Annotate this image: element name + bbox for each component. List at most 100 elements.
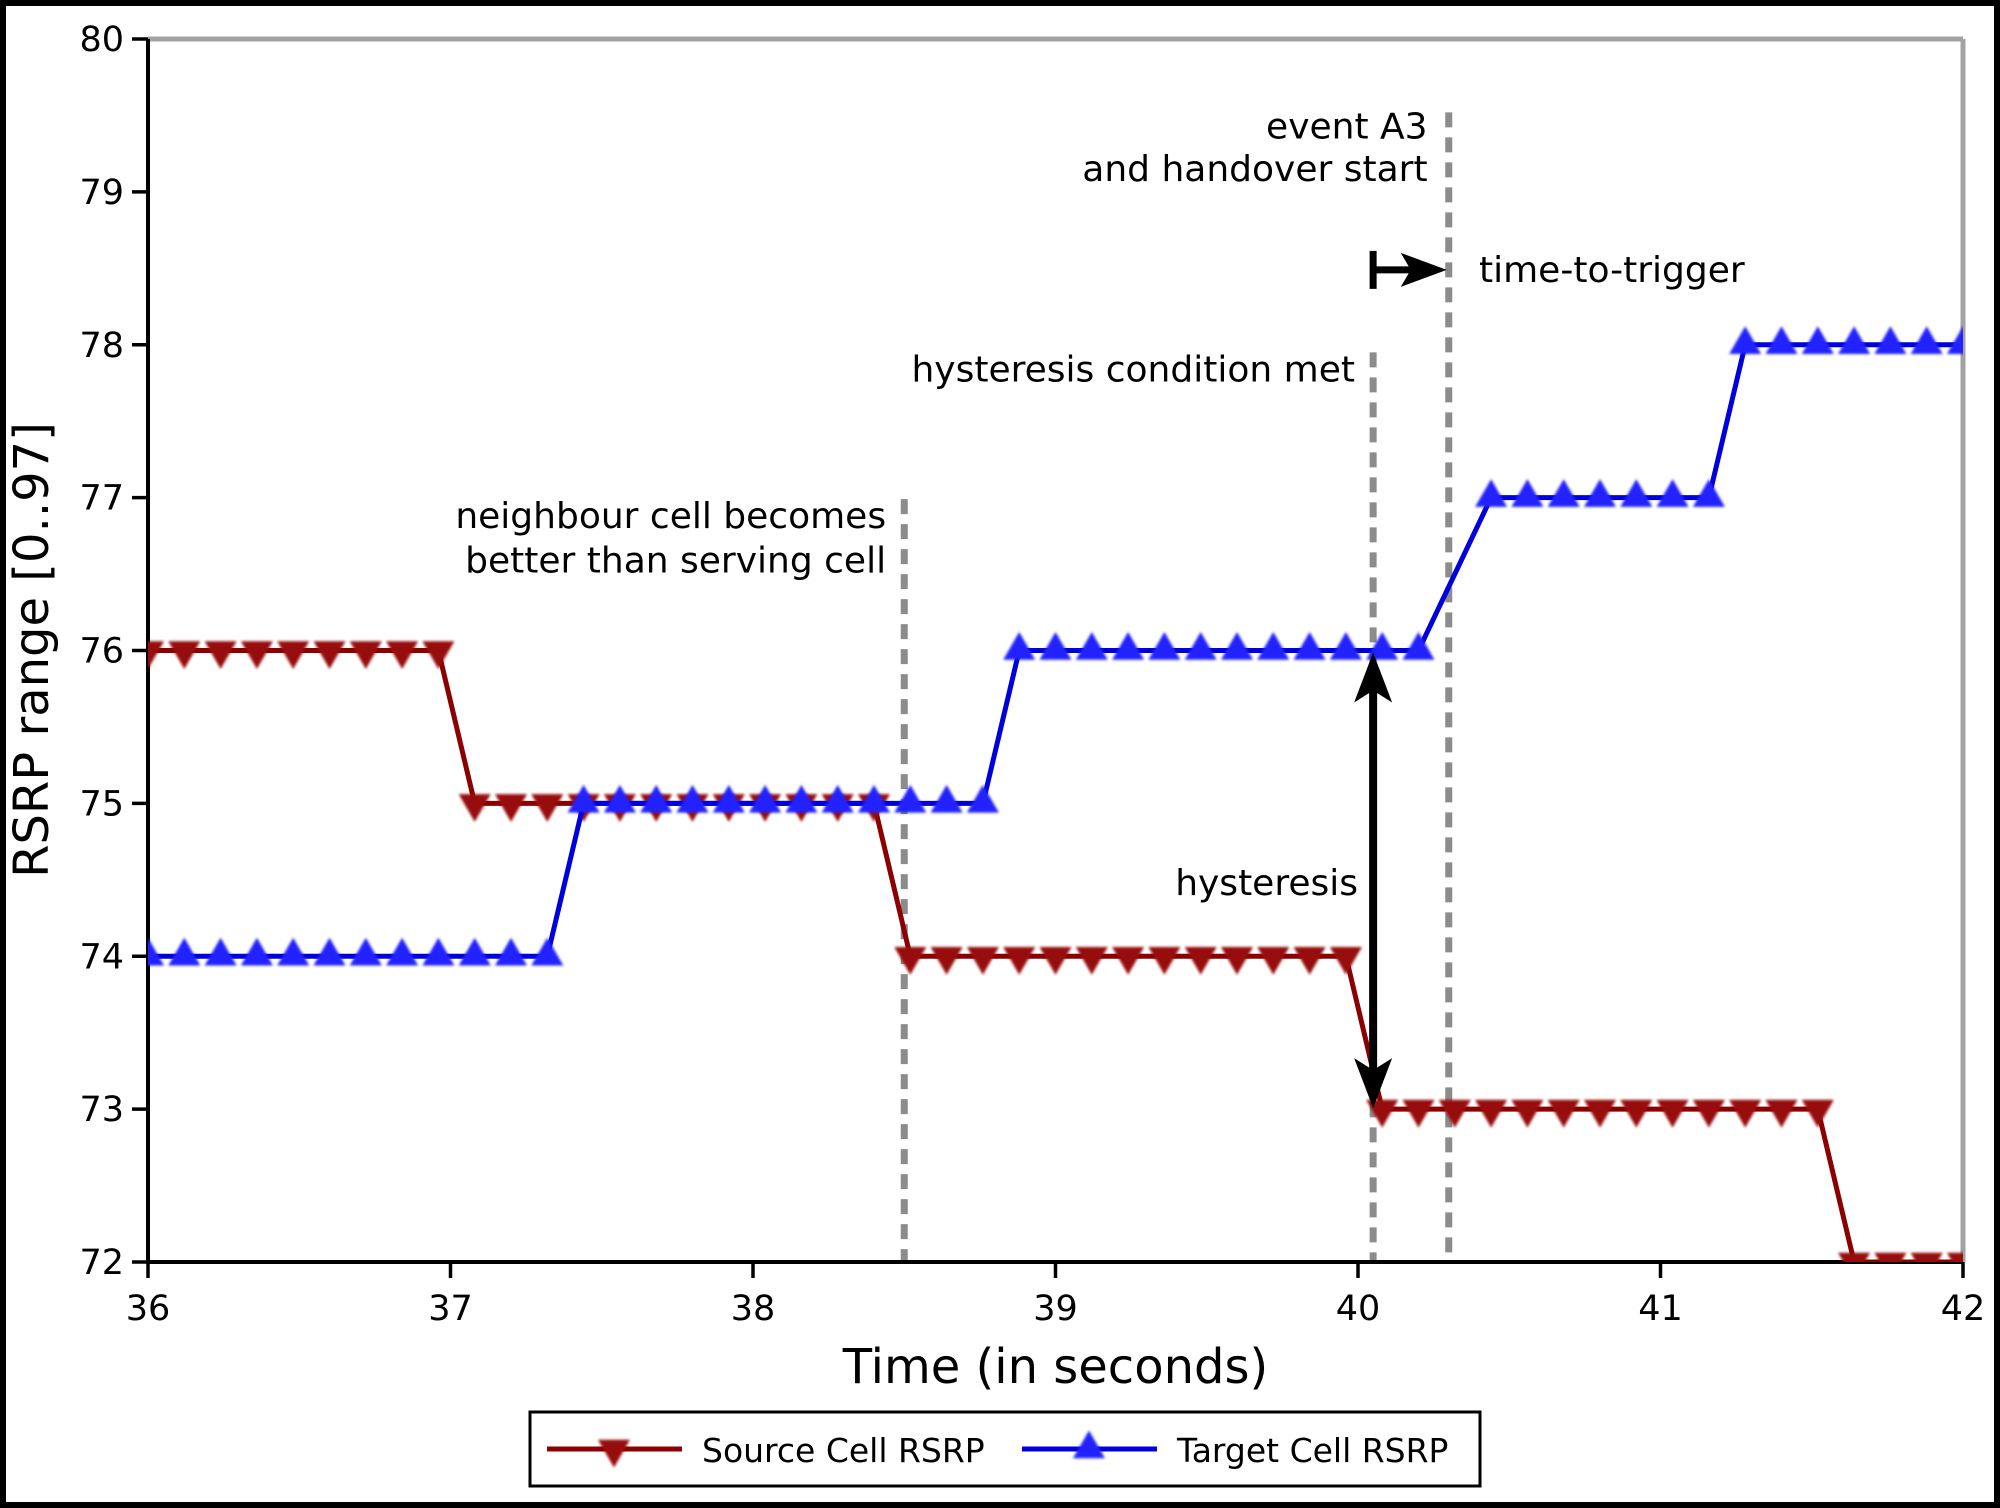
hysteresis-note-line1: hysteresis: [1175, 863, 1358, 904]
triangle-up-marker: [894, 784, 927, 813]
triangle-up-marker: [240, 937, 273, 966]
event-a3-note-line2: and handover start: [1082, 149, 1427, 190]
x-tick-label-38: 38: [731, 1289, 776, 1329]
triangle-up-marker: [1511, 479, 1544, 507]
triangle-down-marker: [1148, 947, 1181, 975]
triangle-up-marker: [676, 784, 709, 813]
triangle-up-marker: [168, 937, 201, 966]
triangle-up-marker: [313, 937, 346, 966]
triangle-up-marker: [1801, 326, 1834, 354]
legend: Source Cell RSRP Target Cell RSRP: [528, 1410, 1482, 1488]
legend-sample-marker: [1073, 1430, 1105, 1459]
triangle-up-marker: [148, 937, 164, 966]
triangle-down-marker: [1947, 1252, 1963, 1262]
triangle-up-marker: [277, 937, 310, 966]
triangle-down-marker: [1475, 1099, 1508, 1128]
triangle-up-marker: [1947, 326, 1963, 354]
x-tick-label-42: 42: [1941, 1289, 1986, 1329]
triangle-down-marker: [1003, 947, 1036, 975]
y-tick-label-73: 73: [79, 1090, 124, 1130]
triangle-down-marker: [1039, 947, 1072, 975]
y-axis: 72 73 74 75 76 77 78 79 80 RSRP range [0..97]: [4, 20, 148, 1283]
x-tick-label-39: 39: [1033, 1289, 1078, 1329]
triangle-down-marker: [1729, 1099, 1762, 1128]
neighbour-note-line1: neighbour cell becomes: [455, 496, 886, 537]
y-tick-label-74: 74: [79, 937, 124, 977]
triangle-up-marker: [1547, 479, 1580, 507]
triangle-down-marker: [1874, 1252, 1907, 1262]
triangle-down-marker: [1293, 947, 1326, 975]
triangle-down-marker: [1402, 1099, 1435, 1128]
triangle-up-marker: [785, 784, 818, 813]
y-tick-label-72: 72: [79, 1243, 124, 1283]
triangle-down-marker: [1257, 947, 1290, 975]
triangle-up-marker: [1656, 479, 1689, 507]
triangle-up-marker: [1112, 632, 1145, 660]
y-tick-label-76: 76: [79, 632, 124, 672]
triangle-down-marker: [313, 641, 346, 669]
triangle-down-marker: [148, 641, 164, 669]
y-tick-label-80: 80: [79, 20, 124, 60]
y-tick-label-77: 77: [79, 479, 124, 519]
triangle-down-marker: [966, 947, 999, 975]
triangle-down-marker: [1910, 1252, 1943, 1262]
triangle-down-marker: [1547, 1099, 1580, 1128]
triangle-up-marker: [1729, 326, 1762, 354]
triangle-up-marker: [1874, 326, 1907, 354]
hysteresis-arrow: [1354, 652, 1393, 1109]
triangle-up-marker: [1402, 632, 1435, 660]
x-tick-label-37: 37: [428, 1289, 473, 1329]
triangle-up-marker: [204, 937, 237, 966]
x-tick-label-41: 41: [1638, 1289, 1683, 1329]
triangle-down-marker: [1511, 1099, 1544, 1128]
x-axis-label: Time (in seconds): [842, 1339, 1268, 1395]
triangle-up-marker: [1910, 326, 1943, 354]
target-series: [148, 326, 1963, 966]
triangle-up-marker: [858, 784, 890, 813]
legend-sample-marker: [598, 1439, 630, 1468]
triangle-down-marker: [1184, 947, 1217, 975]
triangle-up-marker: [386, 937, 419, 966]
triangle-down-marker: [168, 641, 201, 669]
triangle-down-marker: [1838, 1252, 1871, 1262]
arrowhead-right: [1400, 252, 1447, 287]
legend-item-target: Target Cell RSRP: [1022, 1430, 1448, 1470]
triangle-down-marker: [1801, 1099, 1834, 1128]
time-to-trigger-arrow: [1369, 250, 1447, 289]
triangle-up-marker: [1475, 479, 1508, 507]
triangle-up-marker: [1584, 479, 1616, 507]
triangle-up-marker: [749, 784, 782, 813]
triangle-up-marker: [531, 937, 564, 966]
triangle-up-marker: [422, 937, 455, 966]
triangle-down-marker: [1366, 1099, 1399, 1128]
triangle-down-marker: [598, 1439, 630, 1468]
triangle-down-marker: [1112, 947, 1145, 975]
triangle-down-marker: [1620, 1099, 1653, 1128]
triangle-down-marker: [386, 641, 419, 669]
hysteresis-condition-note-line1: hysteresis condition met: [911, 349, 1354, 390]
arrowhead-down: [1354, 1058, 1393, 1109]
triangle-down-marker: [204, 641, 237, 669]
triangle-up-marker: [712, 784, 745, 813]
triangle-down-marker: [349, 641, 382, 669]
triangle-up-marker: [1148, 632, 1181, 660]
triangle-up-marker: [1692, 479, 1725, 507]
legend-label-target: Target Cell RSRP: [1176, 1431, 1448, 1470]
triangle-up-marker: [1075, 632, 1108, 660]
triangle-down-marker: [1765, 1099, 1798, 1128]
y-tick-label-75: 75: [79, 784, 124, 824]
triangle-down-marker: [458, 794, 491, 822]
triangle-up-marker: [1293, 632, 1326, 660]
triangle-up-marker: [349, 937, 382, 966]
legend-label-source: Source Cell RSRP: [702, 1431, 985, 1470]
legend-item-source: Source Cell RSRP: [547, 1431, 985, 1470]
triangle-down-marker: [894, 947, 927, 975]
y-tick-label-78: 78: [79, 326, 124, 366]
triangle-down-marker: [531, 794, 564, 822]
triangle-up-marker: [1184, 632, 1217, 660]
triangle-up-marker: [458, 937, 491, 966]
